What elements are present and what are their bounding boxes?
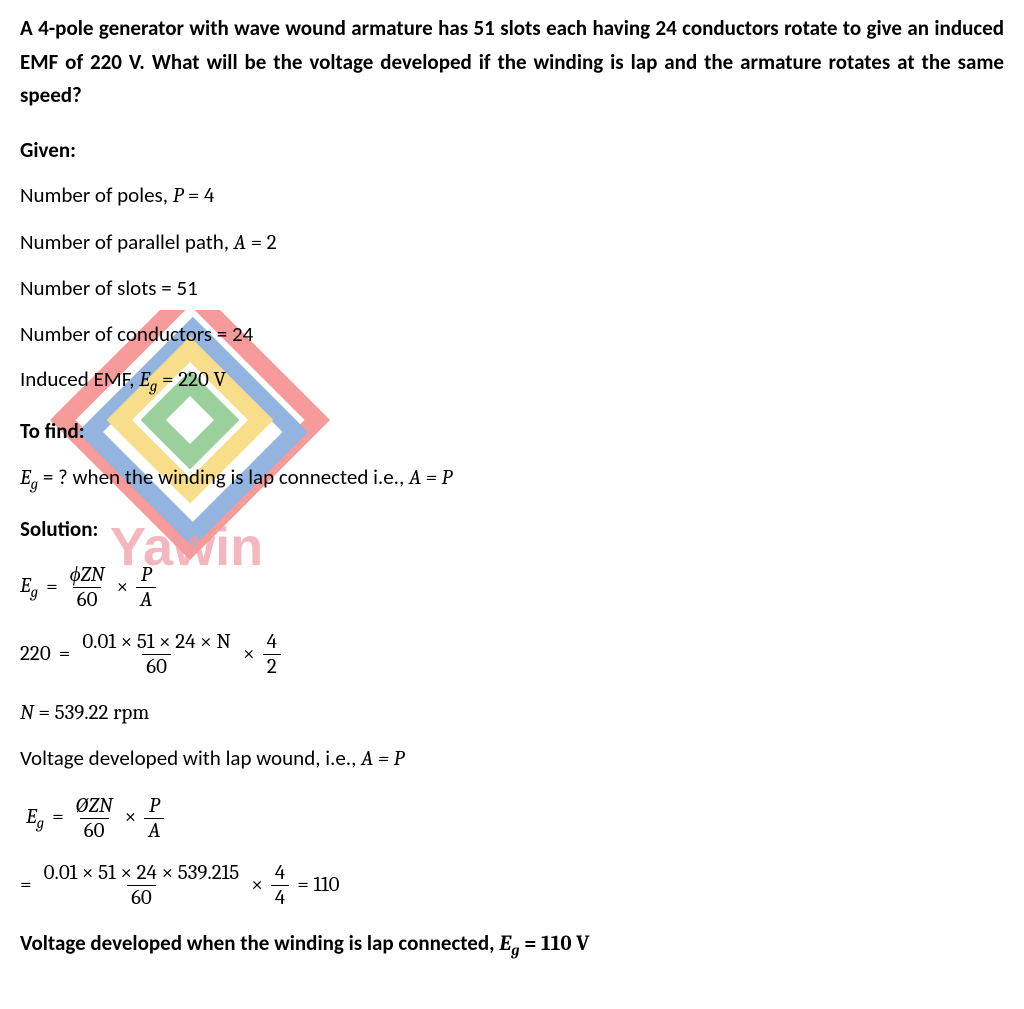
equation-speed: N = 539.22 rpm [20, 698, 1004, 730]
given-emf: Induced EMF, Eg = 220 V [20, 364, 1004, 398]
document-content: A 4-pole generator with wave wound armat… [20, 12, 1004, 962]
given-poles: Number of poles, P = 4 [20, 180, 1004, 213]
equation-emf-formula-lap: Eg = ØZN60 × PA [26, 794, 1004, 843]
equation-substitute-lap: = 0.01 × 51 × 24 × 539.21560 × 44 = 110 [20, 861, 1004, 910]
given-conductors: Number of conductors = 24 [20, 319, 1004, 351]
given-parallel-path: Number of parallel path, A = 2 [20, 227, 1004, 260]
solution-heading: Solution: [20, 514, 1004, 546]
tofind-line: Eg = ? when the winding is lap connected… [20, 462, 1004, 496]
problem-statement: A 4-pole generator with wave wound armat… [20, 12, 1004, 113]
equation-emf-formula: Eg = ϕZN60 × PA [20, 563, 1004, 612]
given-slots: Number of slots = 51 [20, 273, 1004, 305]
lap-wound-text: Voltage developed with lap wound, i.e., … [20, 743, 1004, 776]
given-heading: Given: [20, 135, 1004, 167]
equation-substitute-wave: 220 = 0.01 × 51 × 24 × N60 × 42 [20, 630, 1004, 679]
tofind-heading: To find: [20, 416, 1004, 448]
result-line: Voltage developed when the winding is la… [20, 928, 1004, 962]
